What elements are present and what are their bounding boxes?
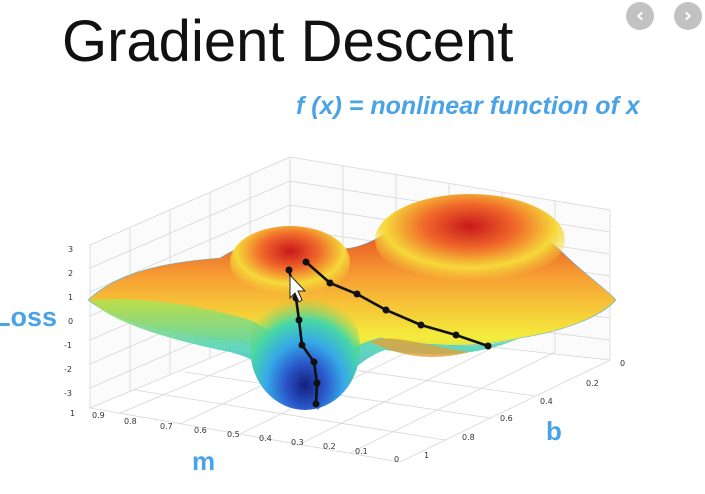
z-tick: -3 — [64, 389, 72, 398]
chevron-right-icon[interactable]: › — [674, 2, 702, 30]
z-tick: -2 — [64, 365, 72, 374]
z-axis-label: Loss — [0, 302, 58, 332]
z-tick: 0 — [68, 317, 73, 326]
b-tick: 0.4 — [540, 397, 553, 406]
b-tick: 0 — [620, 359, 625, 368]
mouse-pointer-icon — [289, 273, 307, 303]
m-tick: 1 — [70, 409, 75, 418]
z-tick: -1 — [64, 341, 72, 350]
m-tick: 0 — [394, 455, 399, 464]
m-tick: 0.1 — [355, 447, 368, 456]
z-tick: 2 — [68, 269, 73, 278]
z-tick: 3 — [68, 245, 73, 254]
m-tick: 0.2 — [323, 442, 336, 451]
b-tick: 0.2 — [586, 379, 599, 388]
z-tick: 1 — [68, 293, 73, 302]
function-caption: f (x) = nonlinear function of x — [296, 92, 640, 120]
b-tick: 0.8 — [462, 433, 475, 442]
b-axis-ticks: 0 0.2 0.4 0.6 0.8 1 — [424, 359, 625, 460]
z-axis-ticks: 3 2 1 0 -1 -2 -3 — [64, 245, 73, 398]
b-axis-label: b — [546, 416, 562, 446]
m-tick: 0.4 — [259, 434, 272, 443]
chevron-left-icon[interactable]: ‹ — [626, 2, 654, 30]
m-tick: 0.9 — [92, 411, 105, 420]
slide-title: Gradient Descent — [62, 9, 514, 74]
m-axis-label: m — [192, 446, 216, 476]
descent-step-markers — [285, 258, 492, 408]
b-tick: 0.6 — [500, 414, 513, 423]
m-tick: 0.7 — [160, 422, 173, 431]
m-tick: 0.5 — [227, 430, 240, 439]
m-tick: 0.8 — [124, 417, 137, 426]
m-tick: 0.3 — [291, 438, 304, 447]
m-tick: 0.6 — [194, 426, 207, 435]
loss-surface — [87, 194, 617, 410]
m-axis-ticks: 1 0.9 0.8 0.7 0.6 0.5 0.4 0.3 0.2 0.1 0 — [70, 409, 399, 464]
b-tick: 1 — [424, 451, 429, 460]
